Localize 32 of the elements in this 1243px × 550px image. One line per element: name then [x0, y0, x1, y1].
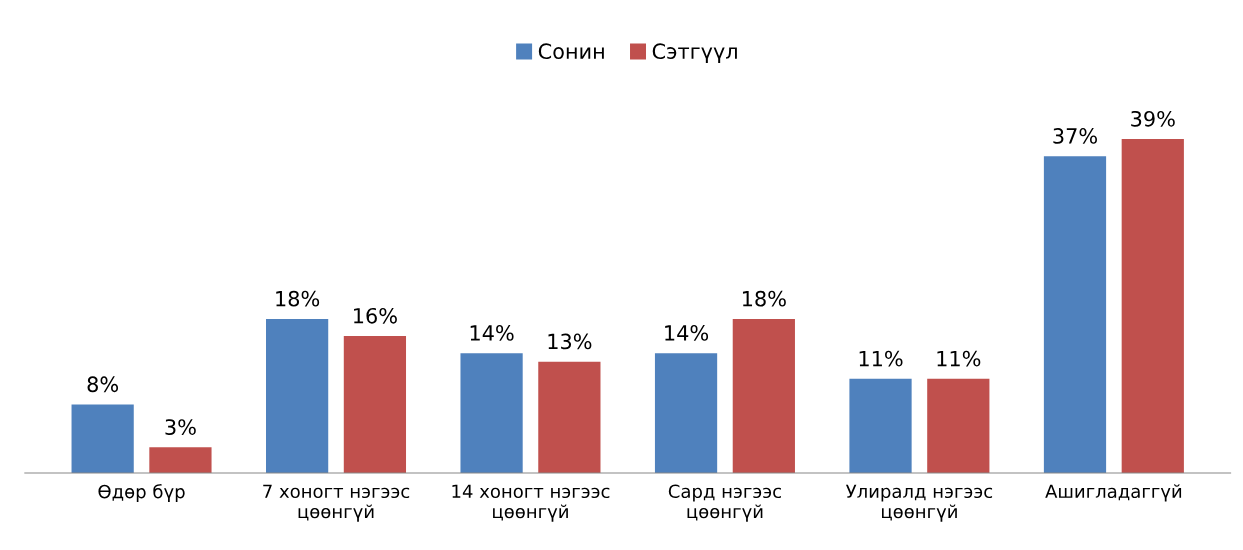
data-label: 18%	[742, 290, 786, 307]
data-label: 39%	[1131, 110, 1175, 127]
x-tick-label: 7 хоногт нэгээс цөөнгүй	[263, 484, 410, 522]
data-label: 13%	[548, 333, 592, 350]
bar	[1043, 156, 1107, 473]
x-tick-label: 14 хоногт нэгээс цөөнгүй	[452, 484, 610, 522]
data-label: 11%	[859, 350, 903, 367]
data-label: 8%	[87, 376, 119, 393]
x-tick-label: Өдөр бүр	[98, 484, 185, 502]
data-label: 18%	[276, 290, 320, 307]
data-label: 16%	[354, 307, 397, 324]
data-label: 37%	[1053, 128, 1097, 144]
legend-label: Сонин	[538, 43, 604, 60]
legend-label: Сэтгүүл	[652, 43, 737, 64]
bar	[71, 404, 134, 473]
bar	[732, 318, 795, 473]
bar	[927, 378, 990, 473]
bar	[654, 353, 718, 473]
x-tick-label: Улиралд нэгээс цөөнгүй	[845, 484, 993, 522]
bar	[149, 447, 212, 473]
bar	[266, 318, 329, 473]
x-tick-label: Сард нэгээс цөөнгүй	[668, 484, 781, 522]
data-label: 14%	[470, 325, 514, 341]
data-label: 11%	[937, 350, 981, 367]
bar	[538, 361, 601, 473]
bar	[1121, 139, 1184, 473]
bar	[343, 336, 407, 473]
x-tick-label: Ашигладаггүй	[1045, 484, 1182, 502]
data-label: 14%	[665, 325, 709, 341]
data-label: 3%	[165, 419, 196, 435]
bar	[460, 353, 523, 473]
bar	[849, 378, 912, 473]
